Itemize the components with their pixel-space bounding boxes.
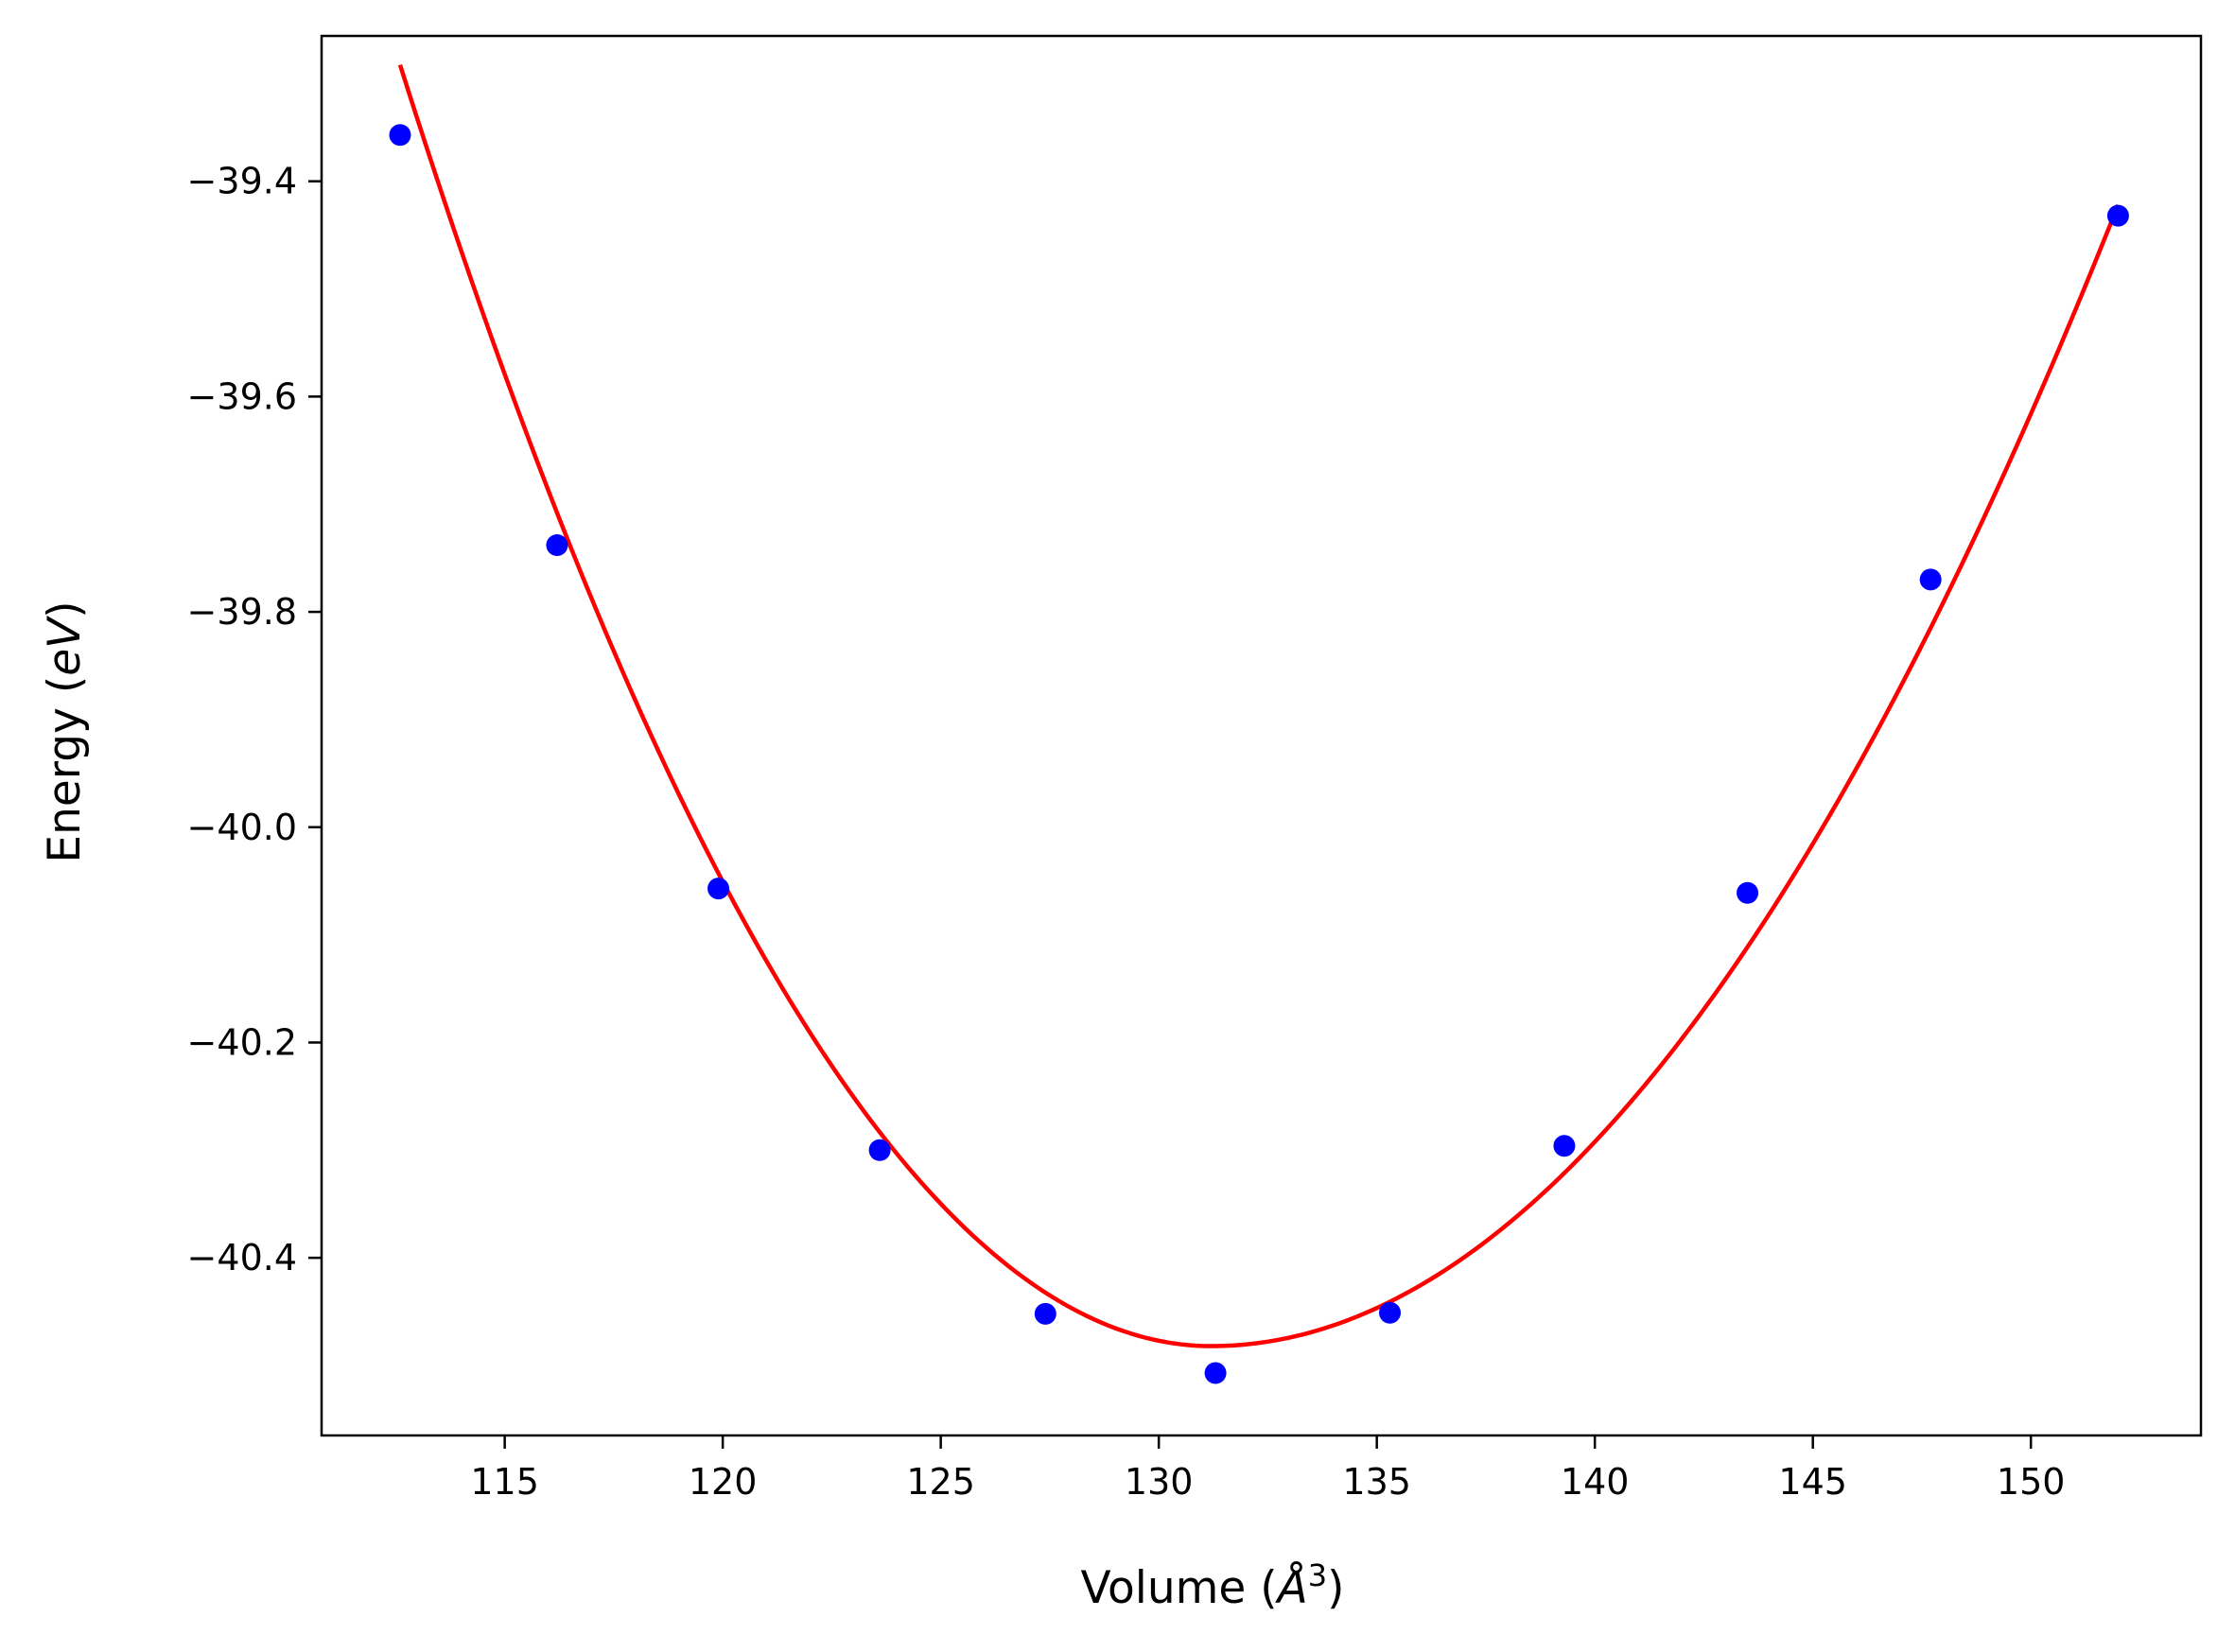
data-point [1737,881,1759,904]
x-tick-label: 135 [1342,1461,1411,1503]
data-point [1204,1362,1227,1384]
x-tick-label: 145 [1778,1461,1847,1503]
y-tick-label: −39.6 [187,375,297,417]
y-tick-label: −40.2 [187,1021,297,1063]
y-axis-ticks: −39.4 −39.6 −39.8 −40.0 −40.2 −40.4 [187,161,322,1278]
y-tick-label: −39.4 [187,161,297,202]
x-tick-label: 150 [1997,1461,2066,1503]
x-tick-label: 120 [689,1461,758,1503]
y-tick-label: −40.0 [187,807,297,848]
data-point [389,124,411,147]
fit-curve-line [397,63,2121,1348]
y-axis-label: Energy (eV) [39,600,91,862]
data-point [546,533,568,556]
x-axis-label: Volume (Å3) [1081,1557,1345,1614]
x-tick-label: 130 [1125,1461,1194,1503]
x-tick-label: 125 [906,1461,975,1503]
data-point [2106,204,2129,227]
x-tick-label: 140 [1561,1461,1630,1503]
x-tick-label: 115 [470,1461,539,1503]
data-point [1379,1301,1402,1324]
y-tick-label: −40.4 [187,1237,297,1278]
data-point [868,1139,891,1161]
data-point [707,878,730,900]
plot-area [389,63,2129,1384]
x-axis-ticks: 115 120 125 130 135 140 145 150 [470,1435,2065,1503]
y-tick-label: −39.8 [187,591,297,633]
data-point [1919,568,1942,591]
axes-frame [320,34,2203,1437]
data-point [1553,1135,1576,1157]
data-point [1034,1302,1056,1325]
